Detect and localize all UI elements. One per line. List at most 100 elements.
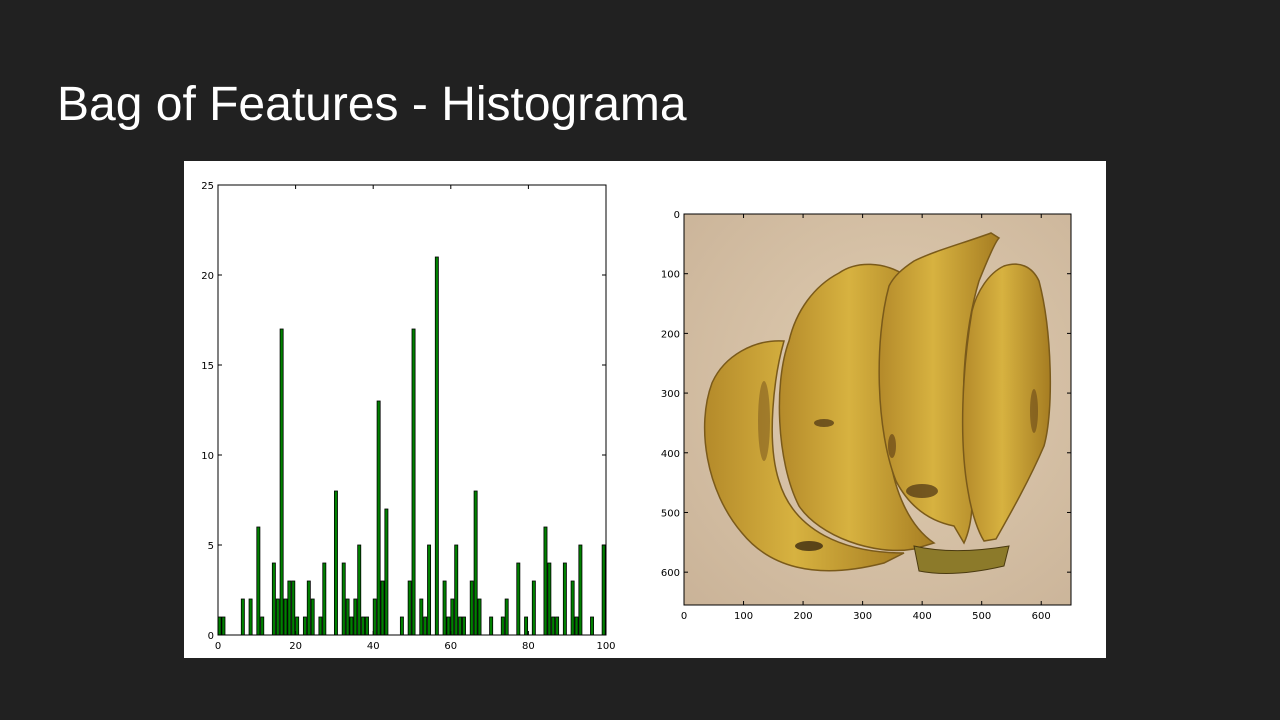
y-tick-label: 100 [661,270,680,281]
y-tick-label: 20 [201,271,214,282]
y-tick-label: 400 [661,449,680,460]
histogram-bar [446,616,451,636]
histogram-bars [217,256,606,636]
histogram-bar [578,544,583,636]
banana-shape [961,263,1052,542]
histogram-bar [380,580,385,636]
histogram-bar [260,616,265,636]
image-axes: 0 100 200 300 400 500 600 0 100 200 300 400 500 600 [661,210,1072,622]
histogram-bar [287,580,292,636]
histogram-bar [271,562,276,636]
y-tick-label: 15 [201,361,214,372]
histogram-bar [562,562,567,636]
histogram-bar [302,616,307,636]
histogram-bar [489,616,494,636]
banana-crown [913,545,1010,574]
histogram-bar [407,580,412,636]
y-tick-label: 300 [661,389,680,400]
histogram-bar [427,544,432,636]
x-tick-label: 100 [596,641,615,652]
x-tick-label: 200 [794,611,813,622]
y-tick-label: 5 [208,541,214,552]
banana-spot [795,541,823,551]
y-tick-label: 600 [661,568,680,579]
x-tick-label: 80 [522,641,535,652]
histogram-bar [543,526,548,636]
histogram-bar [353,598,358,636]
y-tick-label: 200 [661,329,680,340]
histogram-bar [310,598,315,636]
x-tick-label: 40 [367,641,380,652]
x-tick-label: 20 [289,641,302,652]
x-tick-label: 0 [681,611,687,622]
x-tick-label: 60 [444,641,457,652]
x-tick-label: 600 [1032,611,1051,622]
histogram-bar [570,580,575,636]
histogram-bar [283,598,288,636]
histogram-bar [454,544,459,636]
y-tick-label: 500 [661,508,680,519]
histogram-bar [240,598,245,636]
histogram-bar [376,400,381,636]
banana-photo [684,214,1071,605]
histogram-bar [469,580,474,636]
histogram-frame [217,184,607,636]
histogram-bar [547,562,552,636]
histogram-bar [601,544,606,636]
x-tick-label: 400 [913,611,932,622]
histogram-bar [458,616,463,636]
histogram-bar [322,562,327,636]
histogram-bar [372,598,377,636]
histogram-bar [341,562,346,636]
figure-panel: 0 20 40 60 80 100 0 5 10 15 20 25 [184,161,1106,658]
banana-spot [888,434,896,458]
image-frame [683,213,1072,606]
x-tick-label: 100 [734,611,753,622]
banana-spot [1030,389,1038,433]
histogram-bar [291,580,296,636]
histogram-ticks: 0 20 40 60 80 100 0 5 10 15 20 25 [201,181,615,652]
histogram-bar [524,616,529,636]
image-ticks: 0 100 200 300 400 500 600 0 100 200 300 400 500 600 [661,210,1071,622]
histogram-bar [357,544,362,636]
histogram-axes: 0 20 40 60 80 100 0 5 10 15 20 25 [201,181,615,652]
histogram-bar [555,616,560,636]
histogram-bar [423,616,428,636]
x-tick-label: 500 [972,611,991,622]
y-tick-label: 0 [208,631,214,642]
histogram-bar [306,580,311,636]
histogram-bar [473,490,478,636]
histogram-bar [349,616,354,636]
banana-spot [906,484,938,498]
histogram-bar [399,616,404,636]
histogram-bar [574,616,579,636]
banana-spot [758,381,770,461]
histogram-bar [318,616,323,636]
histogram-bar [365,616,369,636]
x-tick-label: 300 [853,611,872,622]
histogram-bar [434,256,439,636]
histogram-bar [590,616,594,636]
histogram-bar [411,328,416,636]
banana-spot [814,419,834,427]
histogram-bar [256,526,261,636]
histogram-bar [419,598,424,636]
histogram-bar [221,616,226,636]
banana-shape [703,340,905,572]
histogram-bar [516,562,521,636]
histogram-bar [500,616,505,636]
y-tick-label: 25 [201,181,214,192]
histogram-bar [450,598,455,636]
histogram-bar [248,598,253,636]
y-tick-label: 0 [674,210,680,221]
histogram-bar [275,598,280,636]
histogram-bar [551,616,556,636]
histogram-bar [477,598,482,636]
histogram-bar [462,616,466,636]
histogram-bar [333,490,338,636]
histogram-bar [279,328,284,636]
histogram-bar [361,616,366,636]
histogram-bar [442,580,447,636]
slide-title: Bag of Features - Histograma [57,78,687,131]
histogram-bar [345,598,350,636]
